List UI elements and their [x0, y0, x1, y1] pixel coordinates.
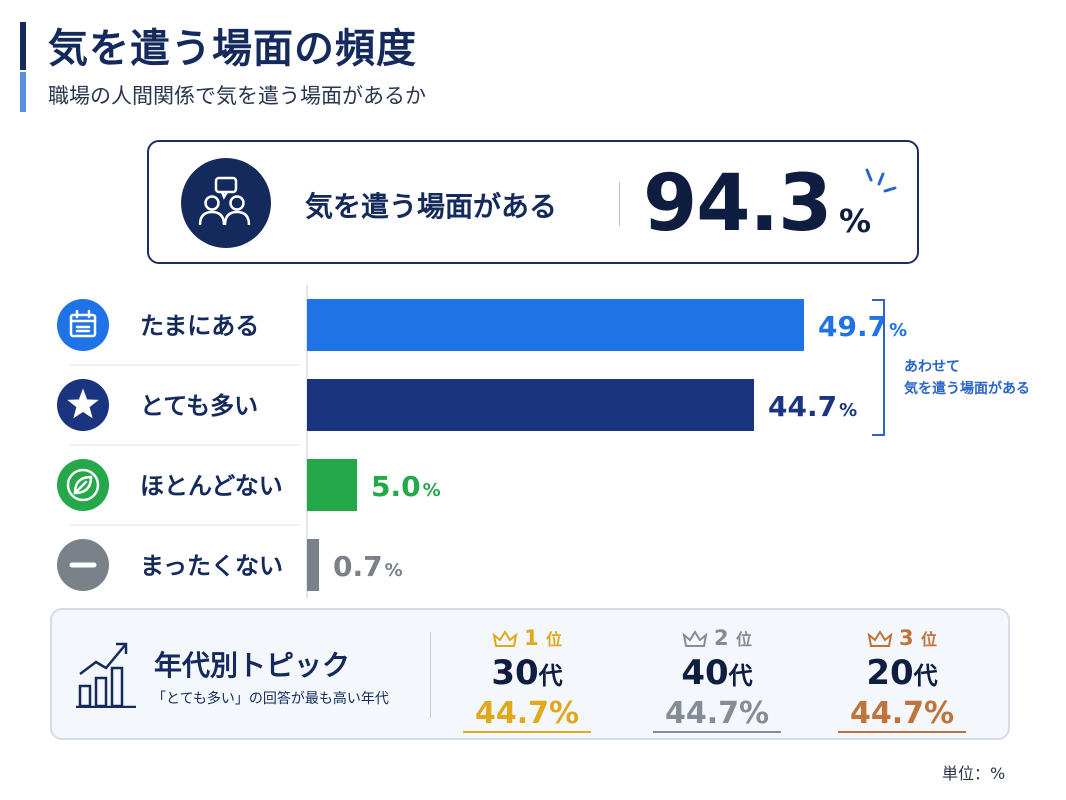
rank-value: 44.7% [462, 697, 592, 733]
rank-3: 3 位 20代 44.7% [837, 624, 967, 733]
rank-age: 40 [681, 653, 729, 693]
star-icon-glyph [67, 388, 99, 419]
hero-label: 気を遣う場面がある [305, 190, 558, 223]
sparkle-icon [865, 168, 897, 193]
rank-age-suffix: 代 [728, 662, 753, 690]
rank-number: 1 [524, 626, 539, 650]
data-label: 5.0 [371, 470, 421, 503]
data-label-unit: % [839, 400, 857, 421]
title-accent-bar [20, 22, 26, 70]
hero-value: 94.3 [643, 159, 832, 249]
rank-age-suffix: 代 [913, 662, 938, 690]
rank-age: 20 [866, 653, 914, 693]
crown-bronze-icon [867, 630, 893, 647]
rank-suffix: 位 [735, 630, 752, 649]
rank-value: 44.7% [837, 697, 967, 733]
page-title: 気を遣う場面の頻度 [48, 26, 417, 72]
bracket-label-line-1: あわせて [904, 359, 960, 375]
rank-age: 30 [491, 653, 539, 693]
hero-summary-card: 気を遣う場面がある 94.3 % [147, 140, 919, 264]
bar [307, 459, 357, 511]
data-label-unit: % [889, 320, 907, 341]
calendar-icon [57, 299, 109, 351]
topic-divider [430, 632, 431, 718]
rank-2: 2 位 40代 44.7% [652, 624, 782, 733]
rank-age-suffix: 代 [538, 662, 563, 690]
data-label-unit: % [385, 560, 403, 581]
hero-divider [619, 182, 620, 226]
category-label: とても多い [140, 392, 258, 420]
bracket [872, 299, 885, 436]
bar [307, 379, 754, 431]
hero-unit: % [839, 202, 872, 240]
bracket-label-line-2: 気を遣う場面がある [904, 381, 1030, 397]
rank-value: 44.7% [652, 697, 782, 733]
calendar-icon-glyph [69, 309, 97, 338]
category-label: たまにある [140, 312, 259, 340]
page-subtitle: 職場の人間関係で気を遣う場面があるか [48, 84, 426, 108]
unit-note: 単位：% [942, 764, 1006, 783]
topic-title: 年代別トピック [154, 649, 351, 682]
subtitle-accent-bar [20, 72, 26, 112]
category-label: ほとんどない [140, 472, 283, 500]
data-label: 0.7 [333, 550, 383, 583]
topic-note: 「とても多い」の回答が最も高い年代 [152, 691, 389, 707]
rank-suffix: 位 [545, 630, 562, 649]
crown-silver-icon [682, 630, 708, 647]
bar [307, 539, 319, 591]
people-chat-icon [181, 158, 271, 248]
growth-chart-icon [76, 642, 136, 708]
rank-number: 3 [899, 626, 914, 650]
rank-suffix: 位 [920, 630, 937, 649]
bracket-label: あわせて 気を遣う場面がある [904, 356, 1030, 400]
data-label-unit: % [423, 480, 441, 501]
rank-1: 1 位 30代 44.7% [462, 624, 592, 733]
crown-gold-icon [492, 630, 518, 647]
bar [307, 299, 804, 351]
age-topic-card: 年代別トピック 「とても多い」の回答が最も高い年代 1 位 30代 44.7% … [50, 608, 1010, 740]
category-label: まったくない [140, 552, 283, 580]
data-label: 44.7 [768, 390, 837, 423]
data-label: 49.7 [818, 310, 887, 343]
frequency-bar-chart: たまにある 49.7 % とても多い 44.7 % ほとんどない 5.0 % まったくない 0.7% [57, 285, 907, 598]
leaf-icon-glyph [66, 468, 100, 502]
rank-number: 2 [714, 626, 729, 650]
